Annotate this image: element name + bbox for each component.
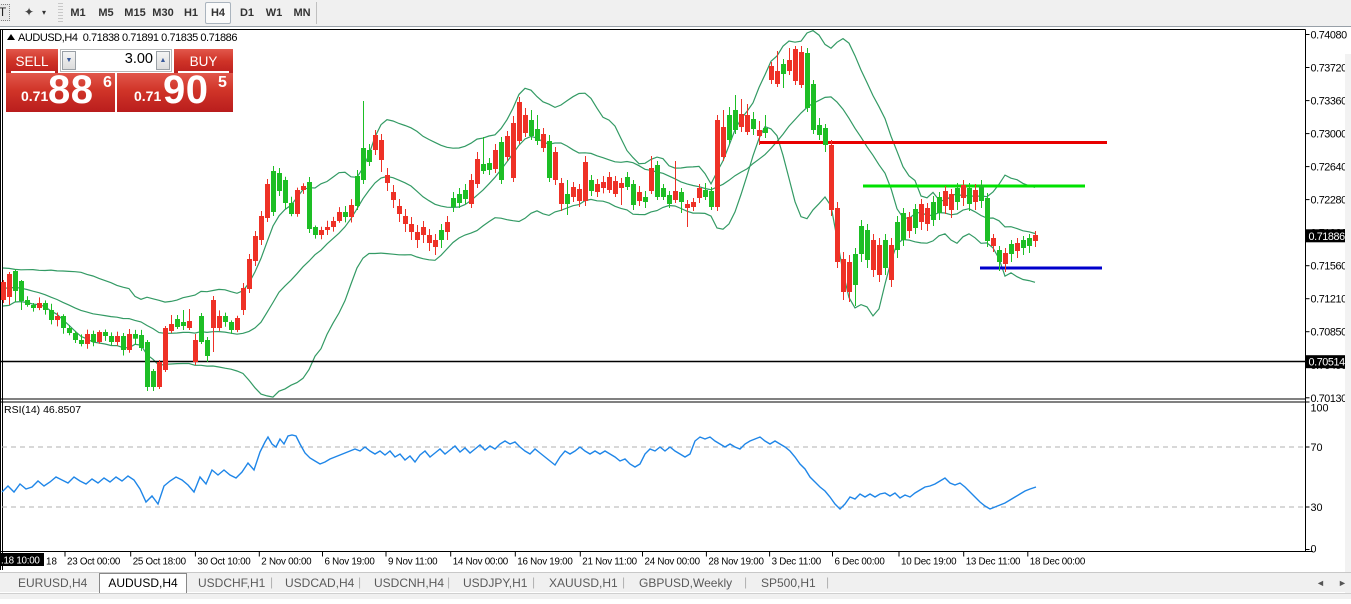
- svg-text:0.73720: 0.73720: [1311, 63, 1348, 75]
- svg-text:.18 10:00: .18 10:00: [1, 556, 40, 567]
- svg-text:0.71560: 0.71560: [1311, 261, 1348, 273]
- svg-text:28 Nov 19:00: 28 Nov 19:00: [708, 557, 764, 568]
- svg-text:3 Dec 11:00: 3 Dec 11:00: [772, 557, 822, 568]
- svg-text:100: 100: [1311, 403, 1329, 415]
- svg-text:0.72280: 0.72280: [1311, 195, 1348, 207]
- svg-text:14 Nov 00:00: 14 Nov 00:00: [453, 557, 509, 568]
- svg-text:0.71210: 0.71210: [1311, 294, 1348, 306]
- svg-text:21 Nov 11:00: 21 Nov 11:00: [582, 557, 637, 568]
- svg-text:13 Dec 11:00: 13 Dec 11:00: [966, 557, 1021, 568]
- svg-text:0: 0: [1311, 544, 1317, 556]
- svg-text:6 Dec 00:00: 6 Dec 00:00: [835, 557, 886, 568]
- svg-text:2 Nov 00:00: 2 Nov 00:00: [261, 557, 312, 568]
- svg-text:30 Oct 10:00: 30 Oct 10:00: [197, 557, 251, 568]
- svg-text:10 Dec 19:00: 10 Dec 19:00: [901, 557, 957, 568]
- svg-text:18 Dec 00:00: 18 Dec 00:00: [1030, 557, 1086, 568]
- svg-text:23 Oct 00:00: 23 Oct 00:00: [67, 557, 121, 568]
- svg-text:0.74080: 0.74080: [1311, 30, 1348, 42]
- svg-text:RSI(14) 46.8507: RSI(14) 46.8507: [4, 404, 81, 416]
- svg-text:6 Nov 19:00: 6 Nov 19:00: [325, 557, 376, 568]
- svg-text:0.70850: 0.70850: [1311, 327, 1348, 339]
- svg-text:0.71886: 0.71886: [1309, 231, 1346, 243]
- svg-text:9 Nov 11:00: 9 Nov 11:00: [388, 557, 438, 568]
- svg-text:0.70130: 0.70130: [1311, 393, 1348, 405]
- svg-text:0.73360: 0.73360: [1311, 96, 1348, 108]
- svg-text:25 Oct 18:00: 25 Oct 18:00: [133, 557, 187, 568]
- svg-text:0.72640: 0.72640: [1311, 162, 1348, 174]
- svg-text:24 Nov 00:00: 24 Nov 00:00: [645, 557, 701, 568]
- svg-text:0.70514: 0.70514: [1309, 357, 1346, 369]
- svg-text:16 Nov 19:00: 16 Nov 19:00: [517, 557, 573, 568]
- svg-text:0.73000: 0.73000: [1311, 129, 1348, 141]
- svg-text:30: 30: [1311, 502, 1323, 514]
- svg-text:18: 18: [46, 557, 57, 568]
- svg-text:70: 70: [1311, 442, 1323, 454]
